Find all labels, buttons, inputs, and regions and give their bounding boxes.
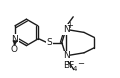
- Text: −: −: [77, 59, 84, 68]
- Text: 4: 4: [73, 66, 77, 72]
- Text: O: O: [11, 45, 18, 54]
- Text: BF: BF: [64, 61, 75, 71]
- Text: N: N: [63, 51, 69, 60]
- Text: +: +: [66, 21, 73, 30]
- Text: S: S: [46, 38, 52, 47]
- Text: N: N: [63, 25, 69, 34]
- Text: N: N: [12, 34, 18, 44]
